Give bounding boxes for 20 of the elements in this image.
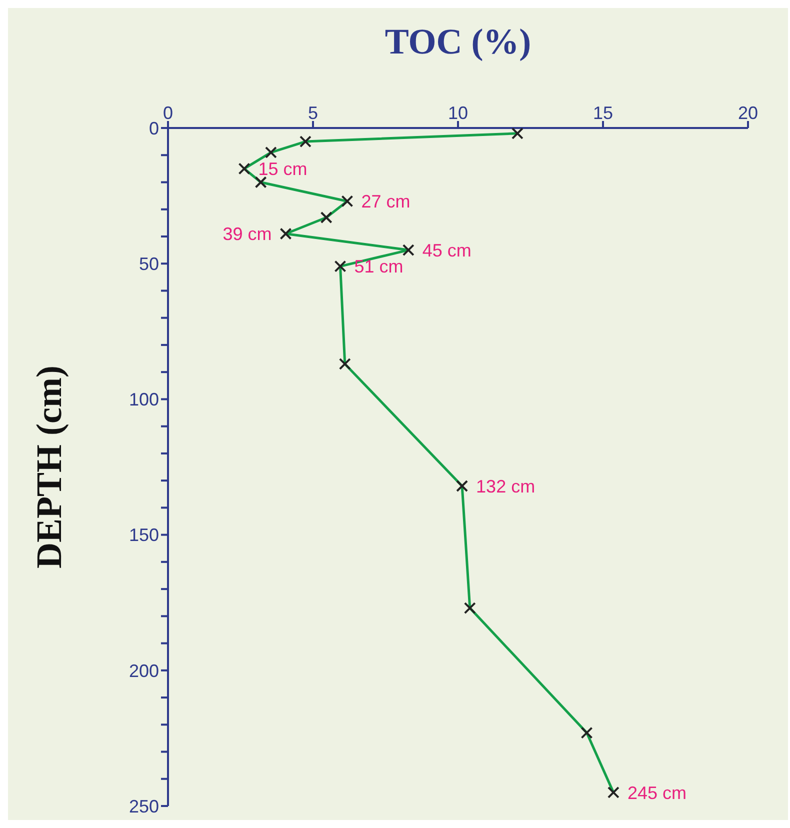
y-tick-label: 100 xyxy=(128,390,159,410)
annotation: 27 cm xyxy=(361,192,410,212)
y-axis-title: DEPTH (cm) xyxy=(28,366,69,568)
annotation: 15 cm xyxy=(258,159,308,180)
x-tick-label: 0 xyxy=(162,103,174,123)
y-tick-label: 200 xyxy=(128,660,159,681)
y-tick-label: 250 xyxy=(128,796,159,816)
x-tick-label: 20 xyxy=(738,103,758,123)
x-tick-label: 5 xyxy=(308,103,318,123)
x-tick-label: 10 xyxy=(448,103,468,123)
y-tick-label: 50 xyxy=(138,254,159,274)
annotation: 51 cm xyxy=(354,256,404,277)
annotation: 245 cm xyxy=(627,782,686,803)
x-tick-label: 15 xyxy=(592,103,614,123)
annotation: 132 cm xyxy=(476,476,536,496)
annotation: 39 cm xyxy=(222,224,272,244)
y-tick-label: 0 xyxy=(148,118,159,138)
y-tick-label: 150 xyxy=(128,525,159,546)
x-axis-title: TOC (%) xyxy=(384,22,532,62)
annotation: 45 cm xyxy=(422,240,472,260)
